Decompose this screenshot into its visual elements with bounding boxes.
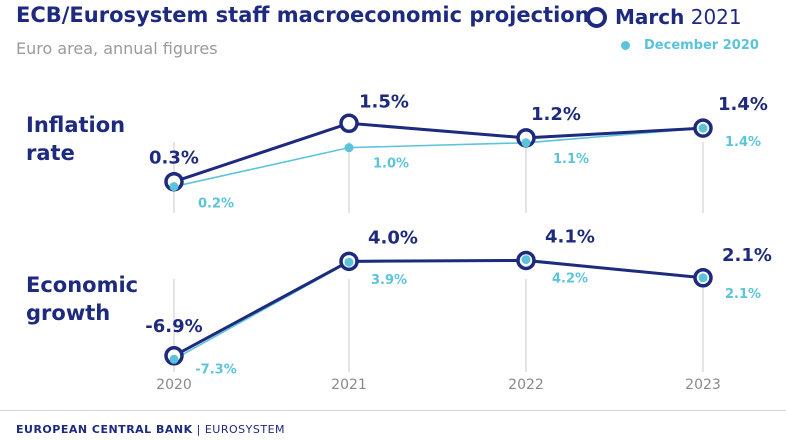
label-current-2022: 4.1%: [545, 226, 595, 247]
point-previous-2021: [344, 143, 354, 153]
legend-dot-icon: [621, 41, 630, 50]
series-line-previous: [173, 127, 704, 188]
label-current-2023: 1.4%: [718, 94, 768, 115]
tick-label-2022: 2022: [508, 377, 544, 393]
point-previous-2022: [521, 255, 531, 265]
point-previous-2021: [344, 257, 354, 267]
label-current-2021: 4.0%: [368, 227, 418, 248]
projection-chart: 0.3% 1.5% 1.2% 1.4% 0.2% 1.0% 1.1% 1.4% -6.9% 4.0…: [145, 91, 772, 393]
label-current-2020: -6.9%: [145, 316, 202, 337]
panel-title-growth: Economic growth: [26, 273, 139, 325]
label-previous-2022: 1.1%: [553, 152, 589, 167]
chart-title: ECB/Eurosystem staff macroeconomic proje…: [16, 3, 603, 27]
chart-subtitle: Euro area, annual figures: [16, 39, 218, 58]
legend-previous: December 2020: [621, 38, 759, 53]
footer-divider: [0, 410, 786, 411]
label-previous-2021: 3.9%: [371, 273, 407, 288]
tick-label-2020: 2020: [156, 377, 192, 393]
label-current-2022: 1.2%: [531, 104, 581, 125]
label-previous-2023: 1.4%: [725, 135, 761, 150]
label-previous-2023: 2.1%: [725, 287, 761, 302]
label-previous-2021: 1.0%: [373, 157, 409, 172]
label-previous-2022: 4.2%: [552, 272, 588, 287]
tick-label-2023: 2023: [685, 377, 721, 393]
label-previous-2020: 0.2%: [198, 197, 234, 212]
series-line-current: [173, 121, 704, 184]
legend-current-label: March 2021: [615, 5, 742, 29]
label-current-2020: 0.3%: [149, 148, 199, 169]
series-line-previous: [173, 258, 704, 360]
label-current-2023: 2.1%: [722, 245, 772, 266]
footer: EUROPEAN CENTRAL BANK | EUROSYSTEM: [16, 423, 286, 436]
label-previous-2020: -7.3%: [195, 362, 236, 377]
point-previous-2020: [169, 182, 179, 192]
panel-title-inflation: Inflation rate: [26, 113, 126, 165]
point-previous-2023: [698, 123, 708, 133]
tick-label-2021: 2021: [331, 377, 367, 393]
legend-previous-label: December 2020: [644, 38, 759, 53]
point-previous-2020: [169, 354, 179, 364]
series-line-current: [173, 258, 704, 358]
point-current-2021: [339, 113, 359, 134]
legend-ring-icon: [586, 6, 607, 28]
label-current-2021: 1.5%: [359, 91, 409, 112]
legend-current: March 2021: [586, 5, 742, 29]
point-previous-2022: [521, 138, 531, 148]
point-previous-2023: [698, 273, 708, 283]
